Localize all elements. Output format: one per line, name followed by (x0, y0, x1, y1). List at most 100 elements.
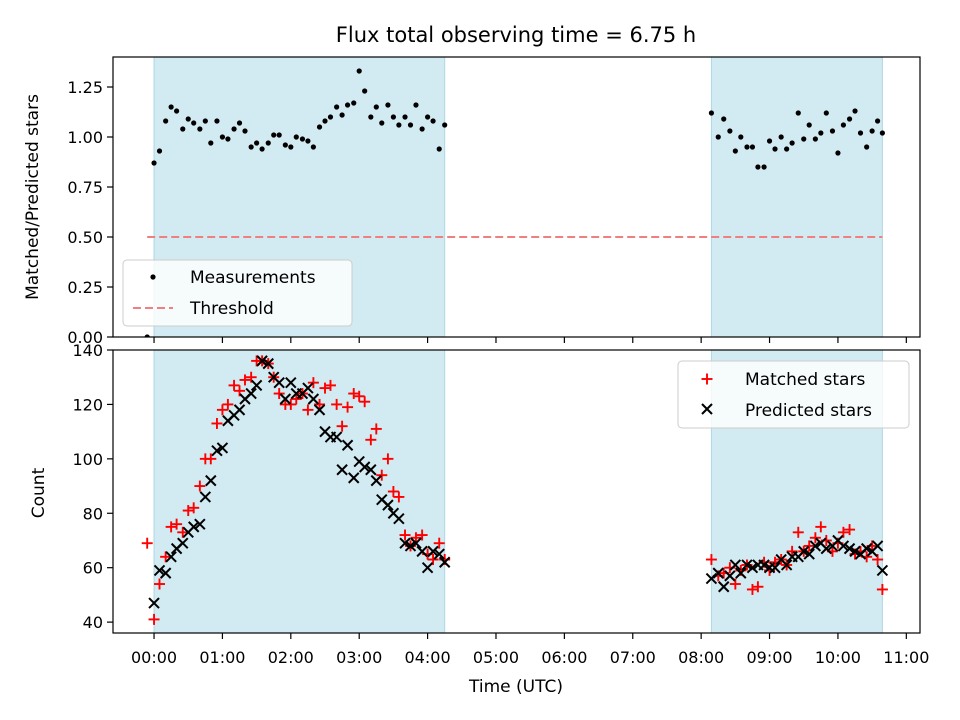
predicted-star-point (809, 540, 822, 552)
measurement-point (174, 108, 180, 114)
measurement-point (864, 144, 870, 150)
x-tick-label: 07:00 (610, 648, 656, 667)
matched-star-point (211, 417, 223, 429)
x-tick-label: 10:00 (815, 648, 861, 667)
measurement-point (784, 146, 790, 152)
measurement-point (823, 110, 829, 116)
predicted-star-point (279, 393, 292, 405)
predicted-star-point (399, 537, 411, 549)
measurement-point (180, 126, 186, 132)
predicted-star-point (199, 491, 212, 503)
legend-marker-measurements (150, 274, 156, 280)
y-tick-label: 80 (83, 504, 103, 523)
measurement-point (761, 164, 767, 170)
measurement-point (197, 126, 203, 132)
count-panel: 40 60 80 100 120 140 00:00 01:00 02:00 03:00 04:00… (72, 341, 929, 667)
measurement-point (857, 130, 864, 136)
measurement-point (715, 134, 721, 140)
measurement-point (413, 102, 419, 108)
measurement-point (316, 124, 323, 130)
predicted-star-point (404, 540, 417, 552)
matched-star-point (307, 377, 319, 389)
predicted-star-point (336, 464, 348, 476)
matched-star-point (188, 502, 200, 514)
measurement-point (789, 140, 795, 146)
matched-star-point (342, 401, 354, 413)
predicted-star-point (285, 376, 297, 389)
measurement-point (379, 120, 385, 126)
predicted-star-point (718, 581, 730, 593)
matched-star-point (376, 469, 388, 481)
matched-star-point (302, 404, 314, 416)
observing-interval-band (710, 57, 883, 337)
measurement-point (385, 102, 391, 108)
predicted-star-point (245, 387, 257, 400)
measurement-point (191, 120, 197, 126)
measurement-point (219, 134, 226, 140)
matched-star-point (239, 374, 251, 386)
predicted-star-point (421, 561, 434, 574)
y-tick-label: 100 (72, 450, 103, 469)
y-tick-label: 0.00 (67, 328, 103, 347)
matched-star-point (844, 524, 856, 536)
measurement-point (835, 150, 841, 156)
axes-frame (112, 56, 921, 338)
matched-star-point (331, 398, 343, 410)
measurement-point (185, 116, 191, 122)
measurement-point (373, 104, 379, 110)
predicted-star-point (769, 561, 781, 574)
measurement-point (293, 134, 299, 140)
matched-star-point (393, 491, 405, 503)
measurement-point (852, 108, 858, 114)
matched-star-point (353, 390, 365, 402)
measurement-point (254, 140, 260, 146)
measurement-point (738, 134, 744, 140)
measurement-point (242, 128, 248, 134)
x-tick-label: 04:00 (405, 648, 451, 667)
measurement-point (362, 88, 368, 94)
predicted-star-point (433, 548, 445, 560)
measurement-point (271, 132, 277, 138)
measurement-point (778, 134, 784, 140)
axes-frame (112, 349, 921, 634)
legend-box (122, 259, 353, 327)
y-tick-label: 140 (72, 341, 103, 360)
measurement-point (231, 126, 237, 132)
predicted-star-point (860, 542, 873, 555)
measurement-point (766, 138, 773, 144)
predicted-star-point (159, 567, 172, 579)
measurement-point (801, 136, 807, 142)
matched-star-point (228, 379, 240, 391)
predicted-star-point (256, 355, 268, 367)
measurement-point (202, 118, 208, 124)
predicted-star-point (837, 540, 850, 552)
x-tick-label: 08:00 (678, 648, 724, 667)
measurement-point (402, 114, 408, 120)
predicted-star-point (250, 379, 263, 392)
measurement-point (282, 142, 288, 148)
predicted-star-point (393, 513, 405, 525)
predicted-star-point (148, 597, 160, 609)
matched-star-point (876, 583, 888, 595)
predicted-star-point (187, 521, 200, 533)
y-tick-label: 0.25 (67, 278, 103, 297)
matched-star-point (365, 434, 377, 446)
measurement-point (879, 130, 885, 136)
measurement-point (430, 118, 436, 124)
observing-interval-band (153, 350, 446, 633)
matched-star-point (705, 554, 717, 566)
matched-star-point (792, 526, 804, 538)
measurement-point (846, 116, 853, 122)
matched-star-point (416, 529, 428, 541)
predicted-star-point (724, 570, 736, 582)
measurement-point (236, 120, 243, 126)
predicted-star-point (370, 474, 383, 487)
measurement-point (276, 132, 282, 138)
matched-star-point (194, 480, 206, 492)
measurement-point (305, 138, 311, 144)
predicted-star-point (803, 548, 815, 560)
predicted-star-point (177, 537, 189, 549)
predicted-star-point (729, 559, 742, 571)
measurement-point (310, 144, 316, 150)
matched-star-point (177, 526, 189, 538)
